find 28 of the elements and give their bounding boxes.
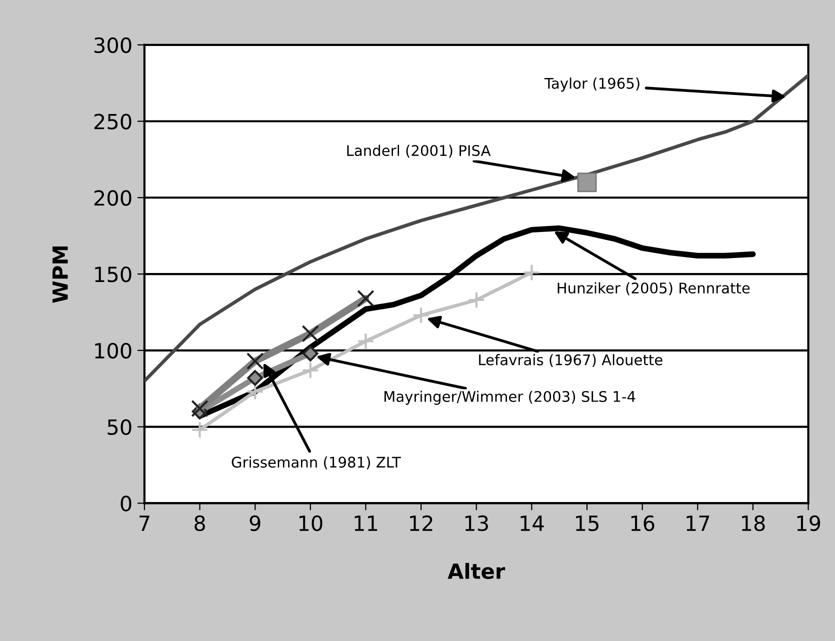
y-tick-label: 250 — [94, 114, 132, 130]
x-tick-label: 12 — [410, 515, 432, 531]
y-tick-label: 50 — [108, 419, 132, 436]
x-tick-label: 11 — [354, 516, 378, 531]
x-tick-label: 16 — [631, 515, 654, 532]
annotation: Taylor (1965) — [544, 78, 640, 92]
x-tick-label: 15 — [576, 516, 598, 532]
annotation: Grissemann (1981) ZLT — [232, 456, 401, 470]
y-tick-label: 300 — [94, 37, 132, 54]
x-tick-label: 17 — [686, 516, 710, 531]
x-tick-label: 7 — [140, 516, 150, 531]
y-tick-label: 0 — [120, 496, 132, 512]
y-tick-label: 100 — [95, 342, 132, 359]
x-tick-label: 9 — [250, 515, 260, 532]
annotation: Lefavrais (1967) Alouette — [479, 354, 662, 368]
y-tick-label: 150 — [95, 266, 132, 282]
x-tick-label: 18 — [742, 515, 765, 532]
annotation: Mayringer/Wimmer (2003) SLS 1-4 — [384, 390, 636, 405]
annotation: Landerl (2001) PISA — [347, 144, 491, 158]
y-axis-title: WPM — [52, 246, 68, 303]
x-tick-label: 14 — [520, 516, 544, 531]
y-tick-label: 200 — [94, 190, 132, 206]
annotation: Hunziker (2005) Rennratte — [558, 282, 750, 296]
x-tick-label: 10 — [299, 515, 322, 532]
x-tick-label: 8 — [194, 515, 205, 532]
x-tick-label: 13 — [465, 515, 488, 532]
x-axis-title: Alter — [448, 562, 506, 580]
x-tick-label: 19 — [797, 515, 820, 532]
